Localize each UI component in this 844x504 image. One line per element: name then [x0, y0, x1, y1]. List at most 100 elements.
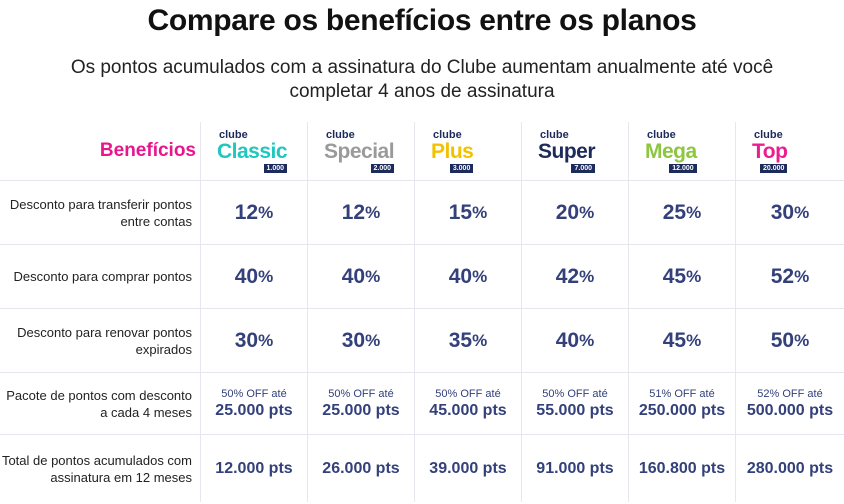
transfer-value: 25%: [628, 180, 735, 244]
percent-symbol: %: [794, 202, 810, 222]
pack-value: 50% OFF até 25.000 pts: [200, 372, 307, 434]
pack-off: 50% OFF até: [435, 387, 501, 400]
plan-prefix: clube: [326, 128, 355, 141]
buy-value: 42%: [521, 244, 628, 308]
plan-header-mega: clube Mega 12.000: [628, 122, 735, 180]
percent-number: 15: [448, 200, 473, 224]
percent-number: 40: [555, 328, 580, 352]
percent-symbol: %: [258, 266, 274, 286]
plan-prefix: clube: [754, 128, 783, 141]
page-title: Compare os benefícios entre os planos: [147, 4, 697, 37]
total-value: 160.800 pts: [628, 434, 735, 502]
percent-number: 45: [662, 264, 687, 288]
buy-value: 52%: [735, 244, 844, 308]
percent-symbol: %: [258, 330, 274, 350]
pack-off: 52% OFF até: [757, 387, 823, 400]
percent-number: 30: [341, 328, 366, 352]
transfer-value: 30%: [735, 180, 844, 244]
plan-prefix: clube: [540, 128, 569, 141]
pack-value: 50% OFF até 45.000 pts: [414, 372, 521, 434]
subtitle-line-1: Os pontos acumulados com a assinatura do…: [70, 57, 774, 78]
total-value: 91.000 pts: [521, 434, 628, 502]
total-value: 12.000 pts: [200, 434, 307, 502]
percent-number: 40: [448, 264, 473, 288]
plan-name: Mega: [645, 139, 697, 163]
benefits-header: Benefícios: [99, 140, 196, 161]
percent-number: 35: [448, 328, 473, 352]
plan-prefix: clube: [647, 128, 676, 141]
percent-number: 52: [770, 264, 795, 288]
page-subtitle: Os pontos acumulados com a assinatura do…: [0, 56, 844, 104]
total-value: 26.000 pts: [307, 434, 414, 502]
plan-name: Classic: [217, 139, 288, 163]
pack-off: 50% OFF até: [328, 387, 394, 400]
buy-value: 40%: [307, 244, 414, 308]
percent-symbol: %: [686, 266, 702, 286]
pack-value: 51% OFF até 250.000 pts: [628, 372, 735, 434]
pack-points: 25.000 pts: [322, 401, 400, 419]
total-value: 280.000 pts: [735, 434, 844, 502]
transfer-value: 12%: [200, 180, 307, 244]
plan-badge: 7.000: [571, 163, 596, 173]
buy-value: 45%: [628, 244, 735, 308]
row-label-renew: Desconto para renovar pontos expirados: [0, 308, 200, 372]
percent-symbol: %: [365, 266, 381, 286]
row-label-buy: Desconto para comprar pontos: [0, 244, 200, 308]
plan-badge: 3.000: [449, 163, 474, 173]
plan-badge: 12.000: [669, 163, 697, 173]
renew-value: 40%: [521, 308, 628, 372]
transfer-value: 15%: [414, 180, 521, 244]
pack-value: 50% OFF até 25.000 pts: [307, 372, 414, 434]
percent-number: 42: [555, 264, 580, 288]
percent-number: 12: [341, 200, 366, 224]
renew-value: 30%: [200, 308, 307, 372]
percent-number: 30: [234, 328, 259, 352]
plan-header-plus: clube Plus 3.000: [414, 122, 521, 180]
percent-number: 40: [234, 264, 259, 288]
renew-value: 35%: [414, 308, 521, 372]
percent-symbol: %: [472, 330, 488, 350]
percent-symbol: %: [579, 330, 595, 350]
plan-prefix: clube: [219, 128, 248, 141]
percent-symbol: %: [686, 330, 702, 350]
percent-symbol: %: [258, 202, 274, 222]
percent-symbol: %: [365, 330, 381, 350]
plan-name: Special: [324, 139, 395, 163]
plan-badge: 1.000: [263, 163, 288, 173]
row-label-pack: Pacote de pontos com desconto a cada 4 m…: [0, 372, 200, 434]
pack-value: 52% OFF até 500.000 pts: [735, 372, 844, 434]
percent-number: 20: [555, 200, 580, 224]
percent-number: 30: [770, 200, 795, 224]
percent-symbol: %: [579, 202, 595, 222]
row-label-transfer: Desconto para transferir pontos entre co…: [0, 180, 200, 244]
pack-points: 25.000 pts: [215, 401, 293, 419]
pack-points: 55.000 pts: [536, 401, 614, 419]
percent-symbol: %: [794, 266, 810, 286]
percent-number: 50: [770, 328, 795, 352]
pack-points: 45.000 pts: [429, 401, 507, 419]
row-label-total: Total de pontos acumulados com assinatur…: [0, 434, 200, 502]
total-value: 39.000 pts: [414, 434, 521, 502]
percent-number: 40: [341, 264, 366, 288]
pack-off: 50% OFF até: [542, 387, 608, 400]
plan-header-super: clube Super 7.000: [521, 122, 628, 180]
plan-header-top: clube Top 20.000: [735, 122, 844, 180]
buy-value: 40%: [414, 244, 521, 308]
transfer-value: 12%: [307, 180, 414, 244]
percent-number: 45: [662, 328, 687, 352]
plan-header-special: clube Special 2.000: [307, 122, 414, 180]
pack-off: 51% OFF até: [649, 387, 715, 400]
percent-symbol: %: [472, 202, 488, 222]
pack-off: 50% OFF até: [221, 387, 287, 400]
plan-name: Plus: [431, 139, 474, 163]
plan-name: Super: [538, 139, 596, 163]
comparison-table: Benefícios clube Classic 1.000 clube Specia…: [0, 122, 844, 502]
renew-value: 50%: [735, 308, 844, 372]
percent-symbol: %: [579, 266, 595, 286]
plan-name: Top: [752, 139, 788, 163]
percent-symbol: %: [472, 266, 488, 286]
renew-value: 45%: [628, 308, 735, 372]
subtitle-line-2: completar 4 anos de assinatura: [289, 81, 555, 102]
renew-value: 30%: [307, 308, 414, 372]
